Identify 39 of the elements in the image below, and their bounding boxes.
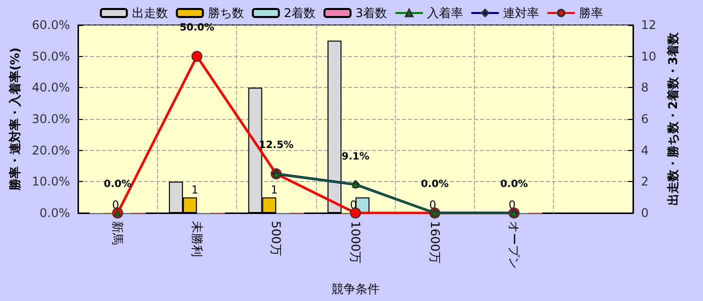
x-axis-title: 競争条件: [332, 282, 380, 296]
x-tick-label: オープン: [507, 221, 522, 269]
y-tick-label: 50.0%: [32, 49, 70, 64]
y2-tick-label: 2: [641, 174, 649, 189]
y-axis-title: 勝率・連対率・入着率(%): [8, 48, 22, 192]
legend-label: 入着率: [427, 6, 464, 20]
x-tick-label: 1000万: [348, 221, 362, 264]
data-label: 0.0%: [500, 179, 528, 190]
y2-tick-label: 8: [641, 80, 649, 95]
y-tick-label: 40.0%: [32, 80, 70, 95]
y-tick-label: 60.0%: [32, 18, 70, 32]
y2-tick-label: 4: [641, 143, 649, 158]
y2-tick-label: 0: [641, 206, 649, 220]
legend-label: 2着数: [284, 6, 316, 20]
data-label: 1: [270, 183, 278, 196]
data-label: 1: [191, 183, 198, 196]
data-label: 0.0%: [104, 179, 132, 190]
y2-tick-label: 12: [641, 18, 656, 32]
y2-tick-label: 6: [641, 112, 649, 126]
legend-label: 出走数: [132, 6, 168, 20]
data-label: 0: [429, 198, 436, 212]
y2-tick-label: 10: [641, 49, 656, 64]
legend-label: 勝率: [579, 6, 604, 20]
data-label: 0.0%: [420, 179, 449, 190]
y2-axis-title: 出走数・勝ち数・2着数・3着数: [666, 32, 680, 206]
data-label: 0: [112, 198, 120, 212]
legend-label: 3着数: [356, 6, 388, 20]
y-tick-label: 10.0%: [32, 174, 70, 189]
x-tick-label: 未勝利: [190, 221, 204, 257]
x-tick-label: 1600万: [428, 221, 442, 264]
legend-label: 連対率: [503, 6, 540, 20]
data-label: 0: [508, 198, 516, 212]
legend-label: 勝ち数: [208, 6, 244, 20]
y-tick-label: 20.0%: [32, 143, 70, 158]
x-tick-label: 500万: [269, 221, 284, 256]
y-tick-label: 0.0%: [40, 206, 70, 220]
y-tick-label: 30.0%: [32, 112, 70, 126]
data-label: 9.1%: [342, 151, 370, 162]
x-tick-label: 新馬: [110, 221, 125, 245]
